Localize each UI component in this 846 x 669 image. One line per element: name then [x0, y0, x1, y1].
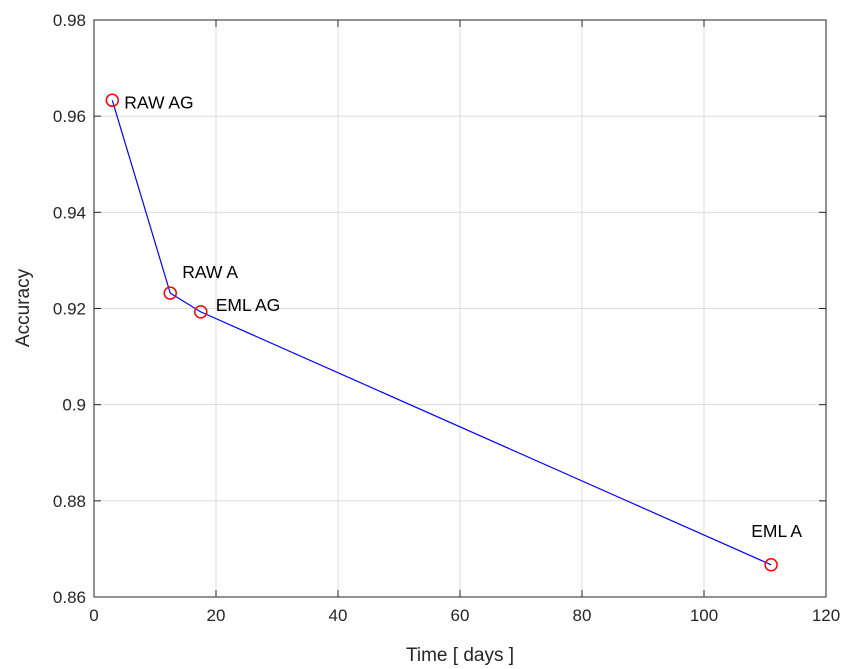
y-tick-label: 0.98	[53, 11, 86, 30]
y-tick-label: 0.88	[53, 492, 86, 511]
data-point-marker	[105, 93, 120, 108]
x-tick-label: 0	[89, 606, 98, 625]
data-point-marker	[764, 558, 778, 572]
y-tick-label: 0.86	[53, 588, 86, 607]
x-tick-label: 60	[451, 606, 470, 625]
ticks: 0 20 40 60 80 100 120 0.86 0.88 0.9 0.92 0.94 0.96 0.…	[53, 11, 840, 625]
grid	[94, 20, 826, 597]
x-tick-label: 40	[329, 606, 348, 625]
data-point-label: RAW A	[182, 262, 238, 282]
point-labels: RAW AG RAW A EML AG EML A	[124, 92, 802, 540]
series	[105, 93, 778, 572]
data-point-label: EML AG	[216, 295, 281, 315]
x-tick-label: 100	[690, 606, 718, 625]
series-line	[111, 100, 772, 566]
y-tick-label: 0.92	[53, 300, 86, 319]
data-point-marker	[194, 305, 208, 319]
y-tick-label: 0.96	[53, 107, 86, 126]
x-tick-label: 80	[573, 606, 592, 625]
y-tick-label: 0.9	[62, 396, 86, 415]
y-tick-label: 0.94	[53, 203, 86, 222]
data-point-label: RAW AG	[124, 92, 193, 112]
x-tick-label: 120	[812, 606, 840, 625]
x-tick-label: 20	[207, 606, 226, 625]
data-point-label: EML A	[751, 521, 802, 541]
y-axis-label: Accuracy	[13, 268, 34, 347]
x-axis-label: Time [ days ]	[406, 645, 514, 666]
data-point-marker	[163, 286, 177, 300]
